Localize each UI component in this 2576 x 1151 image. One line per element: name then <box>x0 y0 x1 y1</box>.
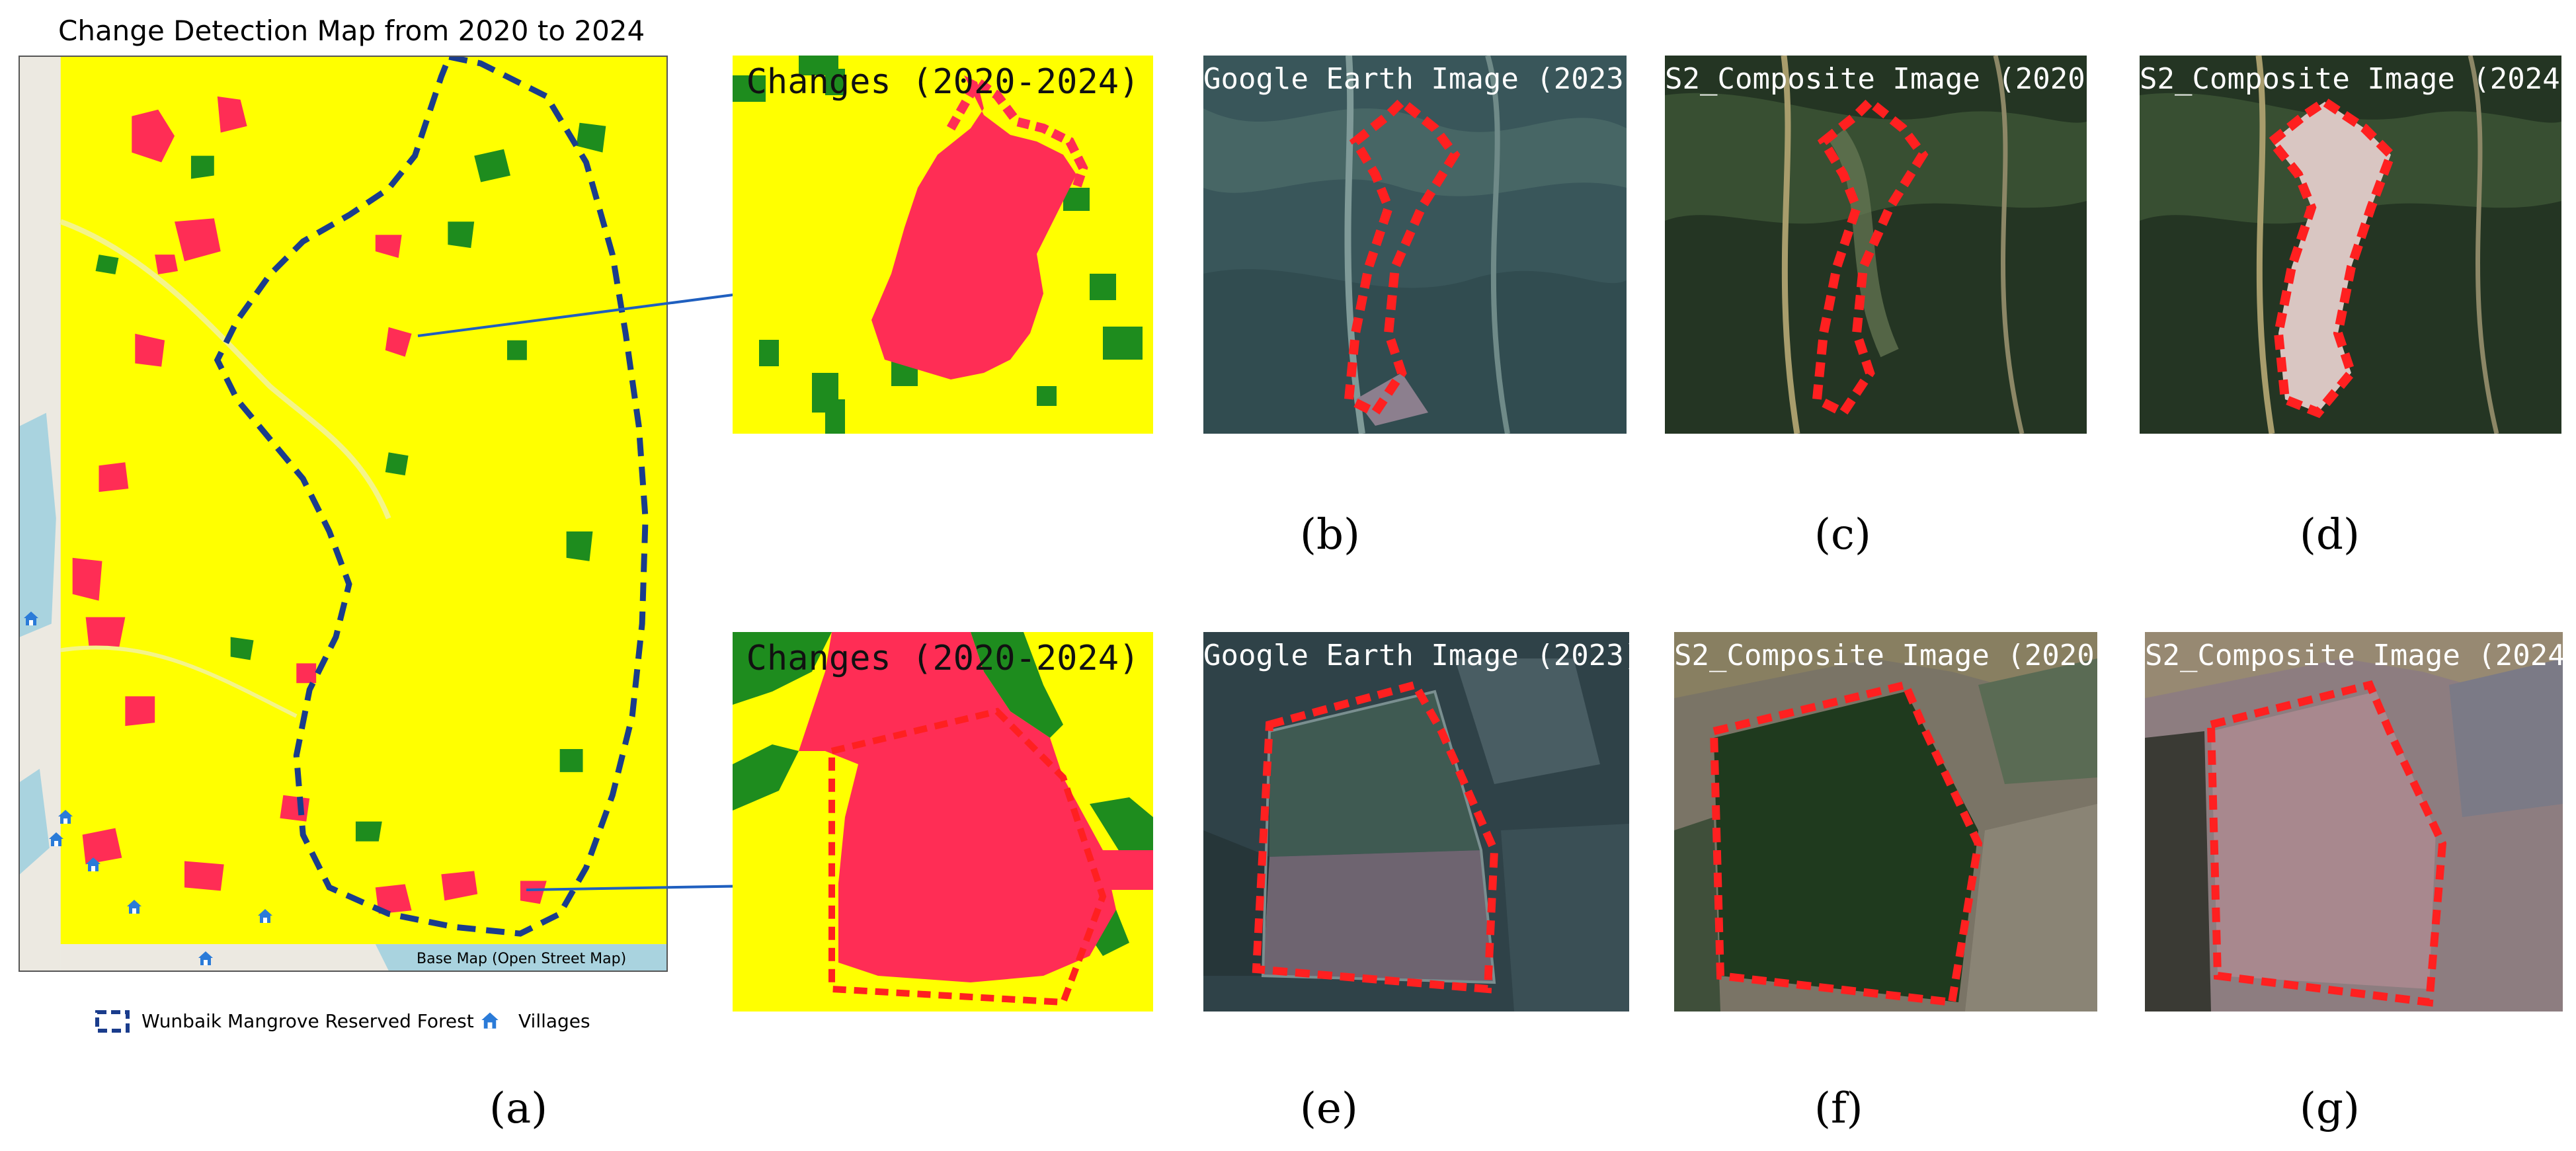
village-icon <box>85 855 102 873</box>
boundary-legend-label: Wunbaik Mangrove Reserved Forest <box>141 1010 474 1032</box>
google-earth-2023-bottom-label: Google Earth Image (2023) <box>1203 639 1629 672</box>
s2-composite-2020-top: S2_Composite Image (2020) <box>1665 56 2087 434</box>
village-legend-label: Villages <box>518 1010 590 1032</box>
caption-d: (d) <box>2300 510 2360 559</box>
change-zoom-bottom-label: Changes (2020-2024) <box>746 639 1140 678</box>
map-title: Change Detection Map from 2020 to 2024 <box>58 15 645 47</box>
caption-g: (g) <box>2300 1084 2360 1133</box>
s2-composite-2024-top: S2_Composite Image (2024) <box>2140 56 2561 434</box>
village-icon <box>257 907 274 924</box>
change-zoom-top-label: Changes (2020-2024) <box>746 62 1140 102</box>
caption-b: (b) <box>1300 510 1360 559</box>
change-zoom-top: Changes (2020-2024) <box>733 56 1153 434</box>
village-icon <box>48 830 65 848</box>
village-legend-icon <box>480 1010 500 1030</box>
caption-e: (e) <box>1300 1084 1358 1133</box>
s2-composite-2020-bottom: S2_Composite Image (2020) <box>1674 632 2097 1012</box>
s2-composite-2024-bottom: S2_Composite Image (2024) <box>2145 632 2563 1012</box>
basemap-note: Base Map (Open Street Map) <box>417 951 627 967</box>
caption-f: (f) <box>1814 1084 1863 1133</box>
google-earth-2023-top-label: Google Earth Image (2023) <box>1203 62 1627 96</box>
village-icon <box>197 949 214 967</box>
village-icon <box>57 808 74 825</box>
boundary-legend-symbol <box>95 1010 130 1033</box>
caption-a: (a) <box>489 1084 548 1133</box>
s2-composite-2020-top-label: S2_Composite Image (2020) <box>1665 62 2087 96</box>
google-earth-2023-bottom: Google Earth Image (2023) <box>1203 632 1629 1012</box>
google-earth-2023-top: Google Earth Image (2023) <box>1203 56 1627 434</box>
s2-composite-2024-bottom-label: S2_Composite Image (2024) <box>2145 639 2563 672</box>
s2-composite-2020-bottom-label: S2_Composite Image (2020) <box>1674 639 2097 672</box>
village-icon <box>22 610 40 627</box>
s2-composite-2024-top-label: S2_Composite Image (2024) <box>2140 62 2561 96</box>
village-icon <box>126 898 143 915</box>
change-detection-map: Base Map (Open Street Map) <box>19 56 668 972</box>
caption-c: (c) <box>1814 510 1871 559</box>
change-zoom-bottom: Changes (2020-2024) <box>733 632 1153 1012</box>
